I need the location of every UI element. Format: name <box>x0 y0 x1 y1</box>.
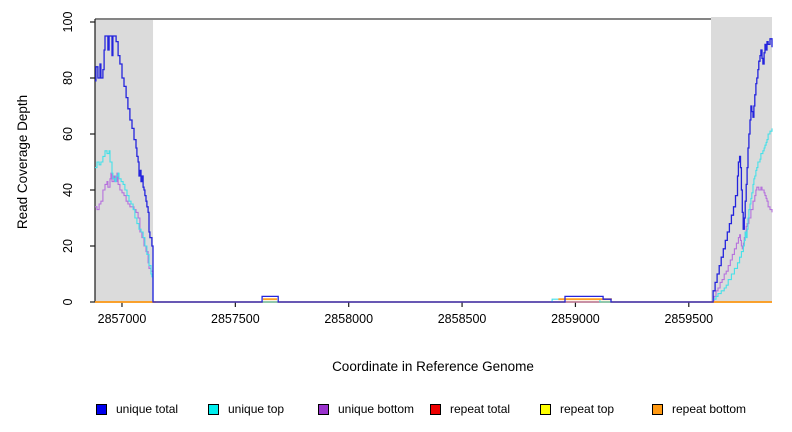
x-axis-title: Coordinate in Reference Genome <box>332 359 534 374</box>
legend-swatch-repeat-total <box>430 403 441 415</box>
legend-item-repeat-total: repeat total <box>430 401 510 417</box>
y-axis-title: Read Coverage Depth <box>15 95 30 229</box>
axes: 2857000 2857500 2858000 2858500 2859000 28595… <box>61 12 772 326</box>
legend-item-repeat-bottom: repeat bottom <box>652 401 746 417</box>
x-tick-label: 2857500 <box>211 312 260 326</box>
legend-label: repeat total <box>450 402 511 416</box>
legend-swatch-unique-top <box>208 403 219 415</box>
y-tick-label: 80 <box>61 71 75 85</box>
legend-swatch-repeat-top <box>540 403 551 415</box>
legend-label: unique total <box>116 402 179 416</box>
series-lines <box>95 35 773 303</box>
y-tick-label: 60 <box>61 127 75 141</box>
highlight-regions <box>95 17 772 302</box>
series-line-unique-total <box>95 35 773 303</box>
x-tick-label: 2857000 <box>98 312 147 326</box>
y-tick-label: 0 <box>61 298 75 305</box>
x-tick-label: 2858500 <box>438 312 487 326</box>
y-tick-label: 20 <box>61 239 75 253</box>
legend-label: repeat bottom <box>672 402 747 416</box>
legend-label: repeat top <box>560 402 615 416</box>
x-axis-ticks: 2857000 2857500 2858000 2858500 2859000 28595… <box>98 302 713 326</box>
legend-label: unique top <box>228 402 285 416</box>
series-line-unique-top <box>95 128 773 303</box>
y-axis-ticks: 0 20 40 60 80 100 <box>61 12 95 305</box>
chart-legend: unique total unique top unique bottom repea… <box>0 401 792 423</box>
y-tick-label: 40 <box>61 183 75 197</box>
legend-item-unique-total: unique total <box>96 401 178 417</box>
y-tick-label: 100 <box>61 12 75 33</box>
legend-item-unique-bottom: unique bottom <box>318 401 414 417</box>
x-tick-label: 2858000 <box>324 312 373 326</box>
series-line-unique-bottom <box>95 172 773 303</box>
legend-swatch-repeat-bottom <box>652 403 663 415</box>
legend-label: unique bottom <box>338 402 415 416</box>
x-tick-label: 2859500 <box>664 312 713 326</box>
legend-swatch-unique-bottom <box>318 403 329 415</box>
legend-swatch-unique-total <box>96 403 107 415</box>
series-line-repeat-bottom <box>95 298 772 303</box>
legend-item-unique-top: unique top <box>208 401 284 417</box>
legend-item-repeat-top: repeat top <box>540 401 614 417</box>
x-tick-label: 2859000 <box>551 312 600 326</box>
